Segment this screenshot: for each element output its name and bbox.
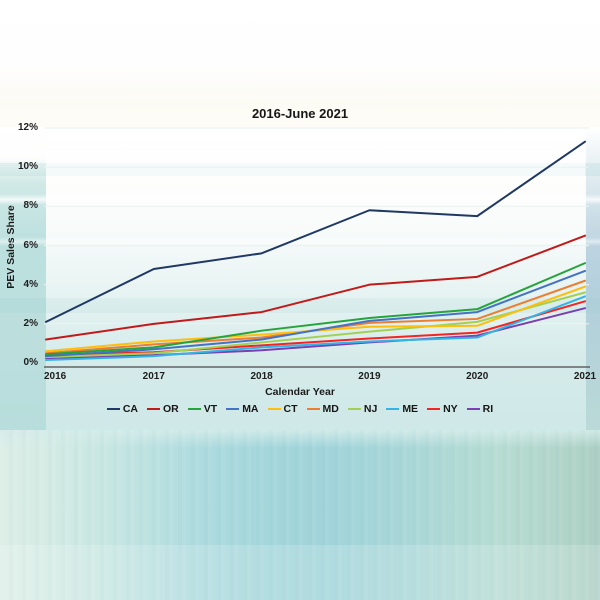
y-tick-label-10: 10% <box>17 161 38 173</box>
x-tick-label-2016: 2016 <box>44 371 67 382</box>
chart-title: 2016-June 2021 <box>251 106 349 121</box>
legend-label-RI: RI <box>482 402 494 415</box>
y-tick-label-4: 4% <box>23 278 38 290</box>
legend-label-ME: ME <box>402 402 419 415</box>
legend-swatch-CA <box>106 407 120 411</box>
title-band <box>0 99 600 127</box>
legend-swatch-OR <box>147 407 161 411</box>
y-axis-ticks: 0% 2% 4% 6% 8% 10% 12% <box>0 0 40 600</box>
legend-item-NJ: NJ <box>347 402 378 416</box>
x-tick-label-2020: 2020 <box>466 371 489 382</box>
legend-label-VT: VT <box>203 402 218 415</box>
legend-label-MD: MD <box>322 402 339 415</box>
legend-item-VT: VT <box>187 402 218 416</box>
legend-label-NJ: NJ <box>363 402 378 415</box>
y-tick-label-12: 12% <box>17 122 38 133</box>
legend-swatch-ME <box>386 407 400 411</box>
plot-area <box>46 128 585 363</box>
legend-item-RI: RI <box>466 402 494 416</box>
legend-label-CA: CA <box>122 402 139 415</box>
legend-swatch-NJ <box>347 407 361 411</box>
legend-item-ME: ME <box>386 403 418 416</box>
legend-item-OR: OR <box>147 403 179 416</box>
y-tick-label-0: 0% <box>23 357 38 368</box>
legend-swatch-CT <box>267 407 281 411</box>
legend-item-MA: MA <box>226 402 259 416</box>
legend-item-NY: NY <box>427 403 458 416</box>
x-tick-label-2017: 2017 <box>142 371 165 382</box>
background-bottom <box>0 430 600 600</box>
x-tick-label-2021: 2021 <box>573 371 597 382</box>
legend-swatch-RI <box>466 407 480 411</box>
x-tick-label-2019: 2019 <box>358 371 381 382</box>
x-axis-ticks: 2016 2017 2018 2019 2020 2021 <box>0 371 600 385</box>
legend-swatch-NY <box>427 407 441 411</box>
legend-label-OR: OR <box>163 402 179 415</box>
y-tick-label-2: 2% <box>23 317 38 329</box>
background-top <box>0 0 600 95</box>
legend-swatch-VT <box>187 407 201 411</box>
legend-item-CT: CT <box>267 402 298 416</box>
legend-swatch-MD <box>306 407 320 411</box>
legend-item-CA: CA <box>106 402 139 416</box>
x-axis-title: Calendar Year <box>265 386 335 398</box>
legend-label-MA: MA <box>242 402 259 415</box>
background-bottom-band <box>0 545 600 600</box>
legend-swatch-MA <box>226 407 240 411</box>
legend-label-NY: NY <box>443 402 458 415</box>
legend-item-MD: MD <box>306 402 339 416</box>
chart-legend: CA OR VT MA CT MD NJ ME NY RI <box>0 402 600 416</box>
legend-label-CT: CT <box>283 402 298 415</box>
x-tick-label-2018: 2018 <box>250 371 273 382</box>
y-tick-label-6: 6% <box>23 239 38 251</box>
y-tick-label-8: 8% <box>23 200 38 212</box>
